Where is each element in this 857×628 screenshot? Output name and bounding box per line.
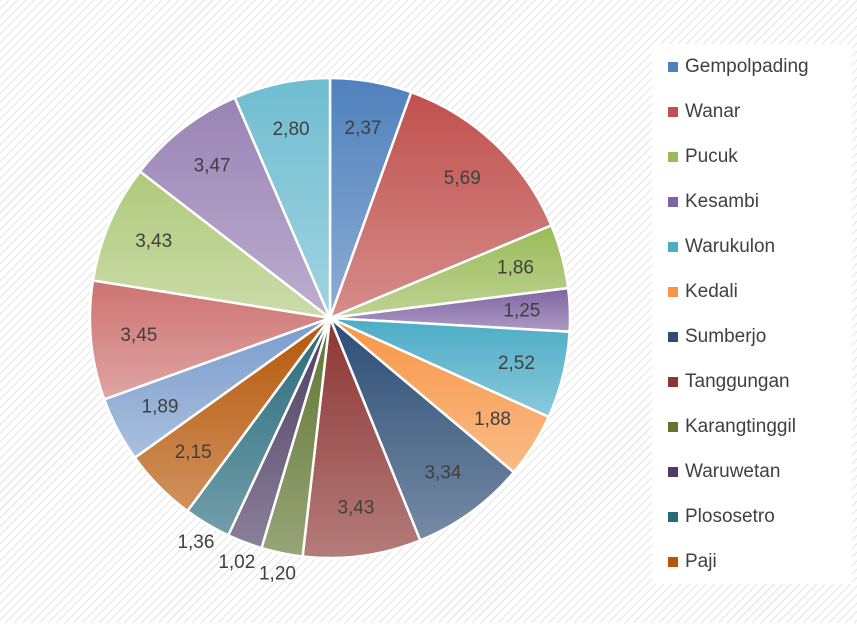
data-label: 2,15 — [175, 442, 212, 463]
data-label: 5,69 — [444, 168, 481, 189]
data-label: 3,34 — [424, 462, 461, 483]
pie-slice — [301, 317, 422, 560]
data-label: 1,86 — [497, 258, 534, 279]
legend-label: Sumberjo — [685, 326, 766, 347]
legend-swatch — [668, 287, 678, 297]
legend-label: Warukulon — [685, 236, 775, 257]
legend-swatch — [668, 467, 678, 477]
data-label: 3,43 — [337, 497, 374, 518]
legend-swatch — [668, 512, 678, 522]
pie-slice — [233, 76, 332, 319]
legend-label: Wanar — [685, 101, 741, 122]
legend-label: Paji — [685, 551, 717, 572]
pie-slice — [91, 169, 331, 320]
data-label: 3,43 — [135, 231, 172, 252]
legend-swatch — [668, 377, 678, 387]
pie-slice — [328, 317, 516, 543]
legend-label: Pucuk — [685, 146, 738, 167]
legend-label: Gempolpading — [685, 56, 809, 77]
legend-label: Plososetro — [685, 506, 775, 527]
legend-label: Kesambi — [685, 191, 759, 212]
legend-swatch — [668, 242, 678, 252]
legend-swatch — [668, 62, 678, 72]
legend-swatch — [668, 332, 678, 342]
legend-swatch — [668, 197, 678, 207]
pie-slice — [327, 90, 554, 321]
data-label: 1,89 — [142, 396, 179, 417]
pie-slice — [88, 279, 331, 401]
legend-swatch — [668, 152, 678, 162]
data-label: 3,45 — [120, 325, 157, 346]
legend-label: Waruwetan — [685, 461, 780, 482]
legend-label: Karangtinggil — [685, 416, 796, 437]
data-label: 3,47 — [194, 155, 231, 176]
data-label: 1,02 — [218, 552, 255, 573]
legend-label: Tanggungan — [685, 371, 790, 392]
data-label: 2,37 — [345, 118, 382, 139]
legend-box — [652, 44, 852, 584]
legend-swatch — [668, 557, 678, 567]
data-label: 2,80 — [273, 119, 310, 140]
data-label: 2,52 — [498, 353, 535, 374]
legend-label: Kedali — [685, 281, 738, 302]
data-label: 1,36 — [177, 532, 214, 553]
pie-slice — [138, 96, 334, 322]
data-label: 1,25 — [503, 301, 540, 322]
legend-swatch — [668, 107, 678, 117]
data-label: 1,88 — [474, 409, 511, 430]
legend-swatch — [668, 422, 678, 432]
data-label: 1,20 — [259, 564, 296, 585]
